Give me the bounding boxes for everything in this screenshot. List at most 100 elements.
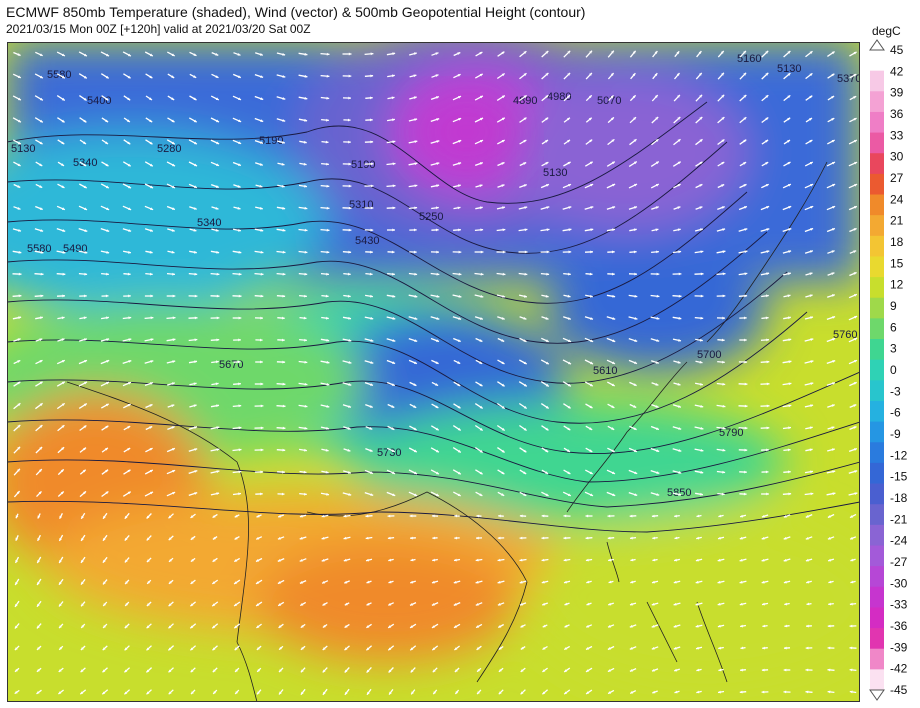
wind-arrowhead [256,514,260,518]
wind-arrowhead [17,141,21,145]
wind-arrowhead [61,447,65,451]
wind-arrowhead [344,647,348,651]
wind-arrowhead [743,184,747,187]
wind-arrowhead [501,449,505,453]
wind-arrowhead [80,669,84,673]
wind-arrowhead [612,493,616,497]
wind-arrowhead [282,360,286,364]
wind-arrowhead [480,117,484,121]
wind-arrowhead [457,493,461,496]
wind-arrowhead [150,316,154,320]
wind-arrowhead [699,94,703,98]
wind-arrowhead [699,161,703,165]
wind-arrowhead [700,448,704,452]
wind-arrowhead [193,382,197,386]
wind-arrowhead [457,471,461,475]
wind-arrowhead [193,53,197,56]
wind-arrowhead [608,558,611,562]
wind-arrowhead [546,272,550,276]
wind-arrowhead [234,625,238,629]
wind-arrowhead [607,536,611,540]
wind-arrowhead [193,141,197,145]
wind-arrowhead [392,206,396,210]
wind-arrowhead [257,668,261,672]
wind-arrowhead [457,74,461,77]
wind-arrowhead [435,493,439,497]
wind-arrowhead [501,162,505,165]
wind-arrowhead [215,119,219,123]
wind-arrowhead [40,272,44,276]
wind-arrowhead [260,448,264,452]
wind-arrowhead [61,97,65,101]
wind-arrowhead [743,139,747,143]
wind-arrowhead [634,471,638,475]
colorbar-tick-label: 30 [890,150,904,164]
wind-arrowhead [282,404,286,408]
wind-arrowhead [326,382,330,386]
colorbar-max-arrow [869,39,885,51]
wind-arrowhead [722,316,725,320]
wind-arrowhead [612,228,616,232]
wind-arrowhead [853,118,857,121]
wind-arrowhead [721,206,725,209]
wind-arrowhead [303,162,307,166]
wind-arrowhead [234,514,238,518]
wind-arrowhead [62,294,66,298]
wind-arrowhead [348,250,352,254]
weather-map: 5580 5400 5130 5490 5340 5280 5190 5190 … [7,42,860,702]
wind-arrowhead [590,317,594,320]
wind-arrowhead [501,383,505,387]
wind-arrowhead [739,536,743,540]
wind-arrowhead [633,183,637,187]
wind-arrowhead [168,669,172,673]
wind-arrowhead [146,691,150,695]
colorbar-swatch [870,50,884,72]
height-contours [7,101,860,533]
wind-arrowhead [260,119,264,122]
wind-arrowhead [59,559,62,563]
wind-arrowhead [519,514,523,518]
wind-arrowhead [303,316,307,320]
wind-arrowhead [172,360,176,364]
wind-arrowhead [435,74,439,77]
wind-arrowhead [128,316,132,320]
wind-arrowhead [105,403,109,407]
wind-arrowhead [17,338,21,341]
wind-arrowhead [585,669,589,672]
wind-arrowhead [124,559,128,563]
wind-arrowhead [172,185,176,189]
wind-arrowhead [806,602,810,606]
wind-arrowhead [788,492,792,496]
wind-arrowhead [212,581,216,584]
wind-arrowhead [656,272,660,276]
wind-arrowhead [414,339,418,342]
wind-arrowhead [545,471,549,474]
wind-arrowhead [127,53,131,57]
wind-arrowhead [740,668,743,672]
wind-arrowhead [853,359,857,363]
wind-arrowhead [831,404,835,407]
wind-arrowhead [128,250,131,254]
wind-arrowhead [651,602,655,606]
wind-arrowhead [787,162,791,165]
contour-label: 5610 [593,365,617,377]
wind-arrowhead [124,515,128,519]
wind-arrowhead [414,493,418,497]
wind-arrowhead [256,625,260,628]
wind-arrowhead [431,602,435,606]
wind-arrowhead [193,75,197,78]
wind-arrowhead [36,668,40,672]
wind-arrowhead [633,361,637,364]
wind-arrowhead [348,405,352,408]
wind-arrowhead [433,691,437,695]
wind-arrowhead [853,426,857,429]
wind-arrowhead [721,72,724,76]
wind-arrowhead [501,51,505,55]
wind-arrowhead [476,514,480,518]
wind-arrowhead [17,446,21,450]
wind-arrowhead [215,97,219,100]
wind-arrowhead [39,381,43,385]
wind-arrowhead [171,250,175,254]
wind-arrowhead [259,338,263,342]
wind-arrowhead [124,537,128,541]
